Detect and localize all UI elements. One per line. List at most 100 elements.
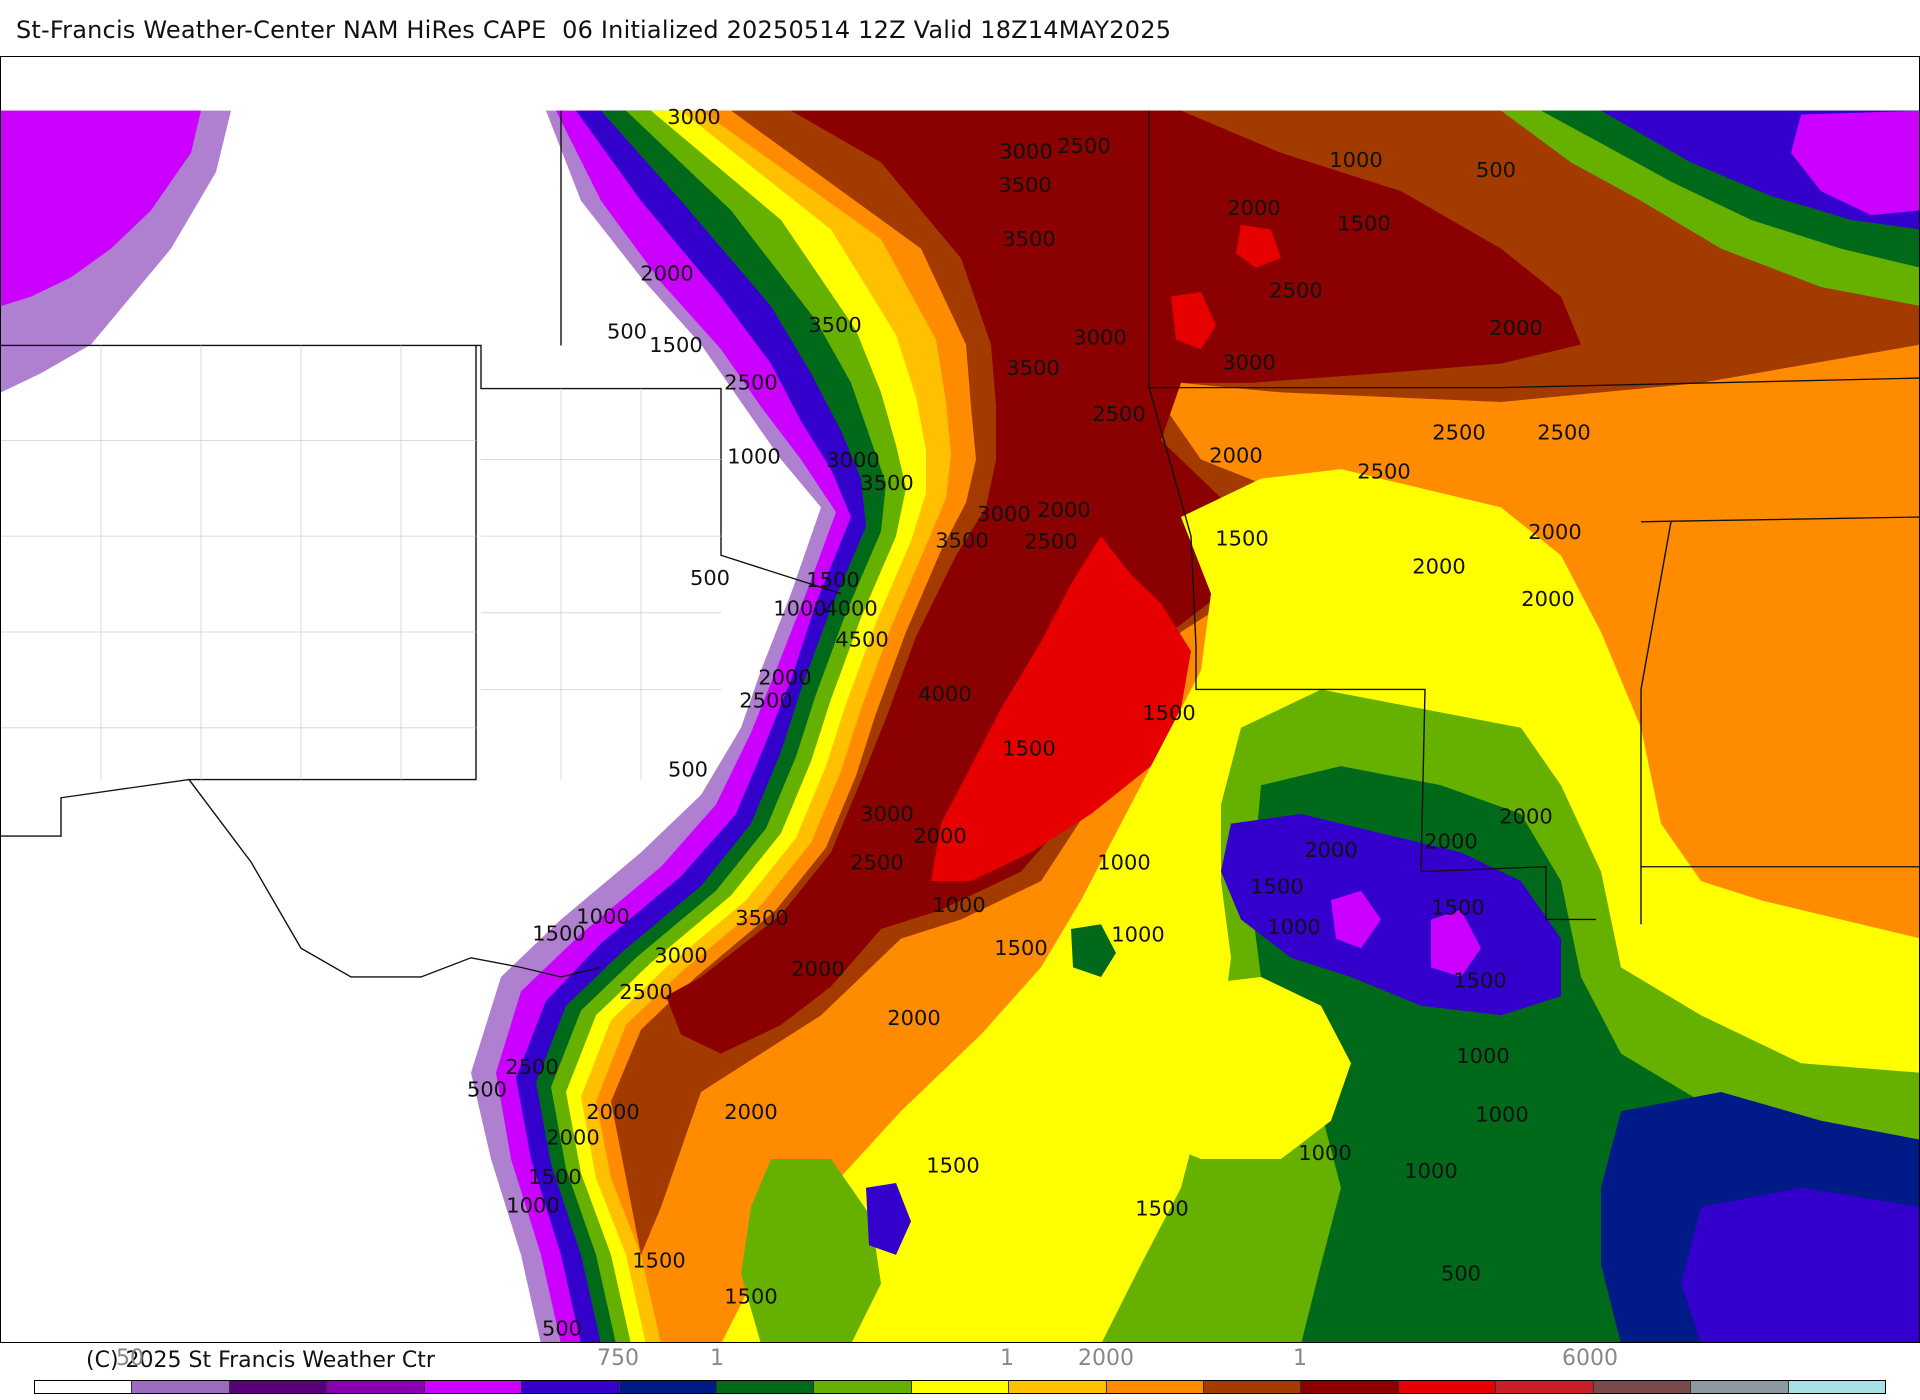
contour-label: 4000 <box>918 682 971 705</box>
magenta-spots-louisiana <box>1331 890 1481 977</box>
colorbar-swatch <box>229 1381 328 1393</box>
contour-label: 1500 <box>926 1154 979 1177</box>
blue-spot-south-texas <box>866 1183 911 1255</box>
copyright-text: (C) 2025 St Francis Weather Ctr <box>86 1348 435 1373</box>
red-spot-central <box>1171 291 1216 350</box>
colorbar-swatch <box>1204 1381 1302 1393</box>
contour-label: 3500 <box>1006 357 1059 380</box>
green-spot-east-texas <box>1071 924 1116 977</box>
contour-label: 2000 <box>586 1100 639 1123</box>
contour-label: 1500 <box>1431 896 1484 919</box>
contour-label: 1500 <box>528 1165 581 1188</box>
colorbar-tick: 6000 <box>1562 1346 1618 1371</box>
contour-label: 1000 <box>727 445 780 468</box>
colorbar-swatch <box>619 1381 717 1393</box>
contour-label: 2500 <box>739 689 792 712</box>
colorbar-swatch <box>424 1381 523 1393</box>
contour-label: 3500 <box>935 529 988 552</box>
yellow-region-gulf-center <box>1091 976 1351 1160</box>
contour-label: 2000 <box>1412 555 1465 578</box>
contour-label: 1000 <box>1404 1160 1457 1183</box>
colorbar-swatch <box>1301 1381 1399 1393</box>
contour-label: 4000 <box>824 597 877 620</box>
contour-label: 1000 <box>1456 1045 1509 1068</box>
contour-label: 1000 <box>1267 915 1320 938</box>
contour-label: 500 <box>690 566 730 589</box>
map-title: St-Francis Weather-Center NAM HiRes CAPE… <box>16 16 1172 44</box>
contour-label: 1000 <box>773 597 826 620</box>
contour-label: 3500 <box>998 174 1051 197</box>
contour-label: 1500 <box>806 568 859 591</box>
contour-label: 2000 <box>1499 805 1552 828</box>
contour-label: 2500 <box>1357 460 1410 483</box>
contour-label: 2000 <box>546 1126 599 1149</box>
contour-label: 2500 <box>1092 403 1145 426</box>
colorbar-swatch <box>1496 1381 1594 1393</box>
contour-label: 2500 <box>505 1055 558 1078</box>
contour-label: 1000 <box>1329 149 1382 172</box>
contour-label: 2000 <box>887 1006 940 1029</box>
contour-label: 1500 <box>532 922 585 945</box>
contour-label: 500 <box>542 1317 582 1340</box>
contour-label: 1500 <box>1002 737 1055 760</box>
contour-label: 3000 <box>860 802 913 825</box>
contour-label: 2500 <box>1057 134 1110 157</box>
contour-label: 1000 <box>932 893 985 916</box>
contour-label: 1500 <box>1337 212 1390 235</box>
contour-label: 2500 <box>1537 421 1590 444</box>
contour-label: 1000 <box>1298 1141 1351 1164</box>
colorbar-swatch <box>716 1381 815 1393</box>
magenta-region-northwest <box>1 110 201 307</box>
colorbar-swatch <box>1691 1381 1789 1393</box>
cape-map: 3000 3000 2500 3500 1000 500 2000 1500 3500 2000 2… <box>0 56 1920 1343</box>
contour-label: 2000 <box>1424 830 1477 853</box>
colorbar-swatch <box>327 1381 425 1393</box>
contour-label: 3500 <box>860 472 913 495</box>
contour-label: 1500 <box>1142 702 1195 725</box>
contour-label: 500 <box>668 758 708 781</box>
contour-label: 3500 <box>1002 227 1055 250</box>
contour-label: 2500 <box>1024 530 1077 553</box>
contour-label: 2000 <box>913 824 966 847</box>
contour-label: 2000 <box>1489 316 1542 339</box>
contour-label: 1500 <box>1250 875 1303 898</box>
colorbar-swatch <box>814 1381 912 1393</box>
contour-label: 1000 <box>576 905 629 928</box>
colorbar-swatch <box>1788 1381 1886 1393</box>
contour-label: 2000 <box>1037 498 1090 521</box>
colorbar-swatch <box>1593 1381 1692 1393</box>
contour-label: 3000 <box>1073 326 1126 349</box>
red-core <box>931 536 1191 882</box>
contour-label: 3000 <box>654 944 707 967</box>
contour-label: 3000 <box>1222 351 1275 374</box>
blue-region-louisiana <box>1221 814 1561 1016</box>
magenta-region-northeast <box>1791 110 1919 216</box>
contour-label: 4500 <box>835 628 888 651</box>
contour-label: 3500 <box>808 313 861 336</box>
contour-label: 3000 <box>667 105 720 128</box>
contour-label: 1000 <box>1097 851 1150 874</box>
contour-label: 2500 <box>619 980 672 1003</box>
contour-label: 1500 <box>1453 969 1506 992</box>
contour-label: 2000 <box>791 957 844 980</box>
colorbar-swatch <box>1106 1381 1205 1393</box>
colorbar-swatch <box>911 1381 1010 1393</box>
contour-label: 1000 <box>1475 1103 1528 1126</box>
contour-label: 2500 <box>1269 279 1322 302</box>
contour-label: 1500 <box>632 1249 685 1272</box>
contour-label: 2000 <box>758 666 811 689</box>
contour-label: 2000 <box>1209 444 1262 467</box>
contour-label: 500 <box>467 1078 507 1101</box>
contour-label: 1500 <box>649 334 702 357</box>
contour-label: 1500 <box>1215 527 1268 550</box>
contour-label: 1500 <box>994 936 1047 959</box>
contour-label: 3000 <box>977 502 1030 525</box>
colorbar-swatch <box>35 1381 133 1393</box>
contour-label: 2000 <box>1528 520 1581 543</box>
contour-label: 2500 <box>1432 421 1485 444</box>
contour-label: 3000 <box>826 449 879 472</box>
blue-region-southeast <box>1681 1187 1919 1342</box>
colorbar-tick: 1 <box>710 1346 724 1371</box>
colorbar-swatch <box>522 1381 620 1393</box>
